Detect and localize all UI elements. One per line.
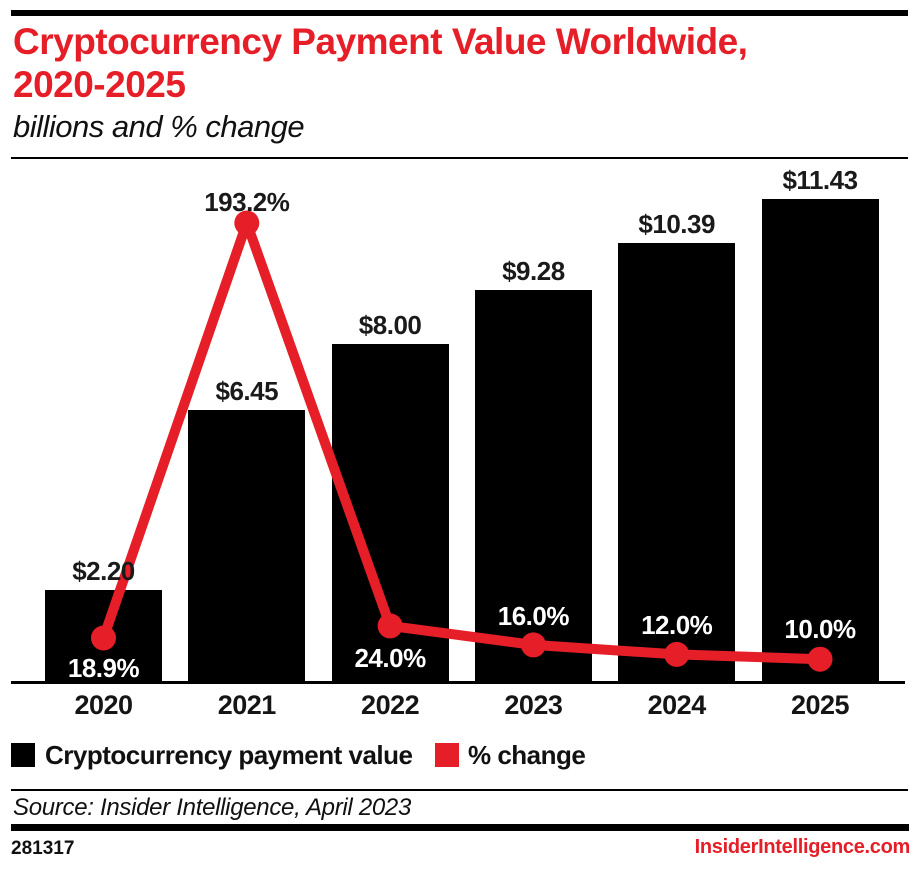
chart-plot: $2.20 18.9% 2020 $6.45 193.2% 2021 $8.00 24.0% 2… xyxy=(0,165,922,730)
bar-value-label: $9.28 xyxy=(502,256,565,287)
legend-label-pct-change: % change xyxy=(468,740,586,770)
pct-change-label: 193.2% xyxy=(204,187,290,217)
pct-change-label: 24.0% xyxy=(354,642,426,673)
bar-value-label: $6.45 xyxy=(215,375,279,406)
legend: Cryptocurrency payment value % change xyxy=(11,740,908,772)
bottom-border-bar xyxy=(11,824,909,831)
pct-change-label: 10.0% xyxy=(784,614,856,645)
bar-2021 xyxy=(188,409,306,683)
source-line: Source: Insider Intelligence, April 2023 xyxy=(13,794,412,821)
x-axis-line xyxy=(11,681,905,684)
chart-id: 281317 xyxy=(11,838,75,859)
pct-change-label: 18.9% xyxy=(67,653,140,683)
legend-label-payment-value: Cryptocurrency payment value xyxy=(45,740,413,770)
x-axis-label-2025: 2025 xyxy=(790,690,850,720)
pct-change-label: 12.0% xyxy=(641,610,713,641)
page-title: Cryptocurrency Payment Value Worldwide, … xyxy=(13,20,748,106)
header-divider xyxy=(11,157,908,159)
x-axis-label-2021: 2021 xyxy=(217,690,277,720)
legend-swatch-pct-change xyxy=(435,743,459,767)
x-axis-label-2023: 2023 xyxy=(504,690,563,720)
bar-value-label: $11.43 xyxy=(782,165,858,196)
pct-change-label: 16.0% xyxy=(497,600,570,631)
site-url: InsiderIntelligence.com xyxy=(694,836,911,858)
title-line-2: 2020-2025 xyxy=(13,64,186,105)
bar-value-label: $10.39 xyxy=(638,209,715,240)
title-line-1: Cryptocurrency Payment Value Worldwide, xyxy=(13,21,748,62)
bar-2022 xyxy=(331,344,449,683)
x-axis-label-2022: 2022 xyxy=(361,690,420,720)
x-axis-label-2024: 2024 xyxy=(647,690,707,720)
chart-subtitle: billions and % change xyxy=(13,109,305,144)
top-border-bar xyxy=(11,10,908,16)
x-axis-label-2020: 2020 xyxy=(74,690,133,720)
source-divider xyxy=(11,789,908,791)
bar-2025 xyxy=(761,199,879,683)
legend-swatch-payment-value xyxy=(11,743,35,767)
bar-value-label: $8.00 xyxy=(358,310,422,341)
bar-value-label: $2.20 xyxy=(72,555,135,586)
